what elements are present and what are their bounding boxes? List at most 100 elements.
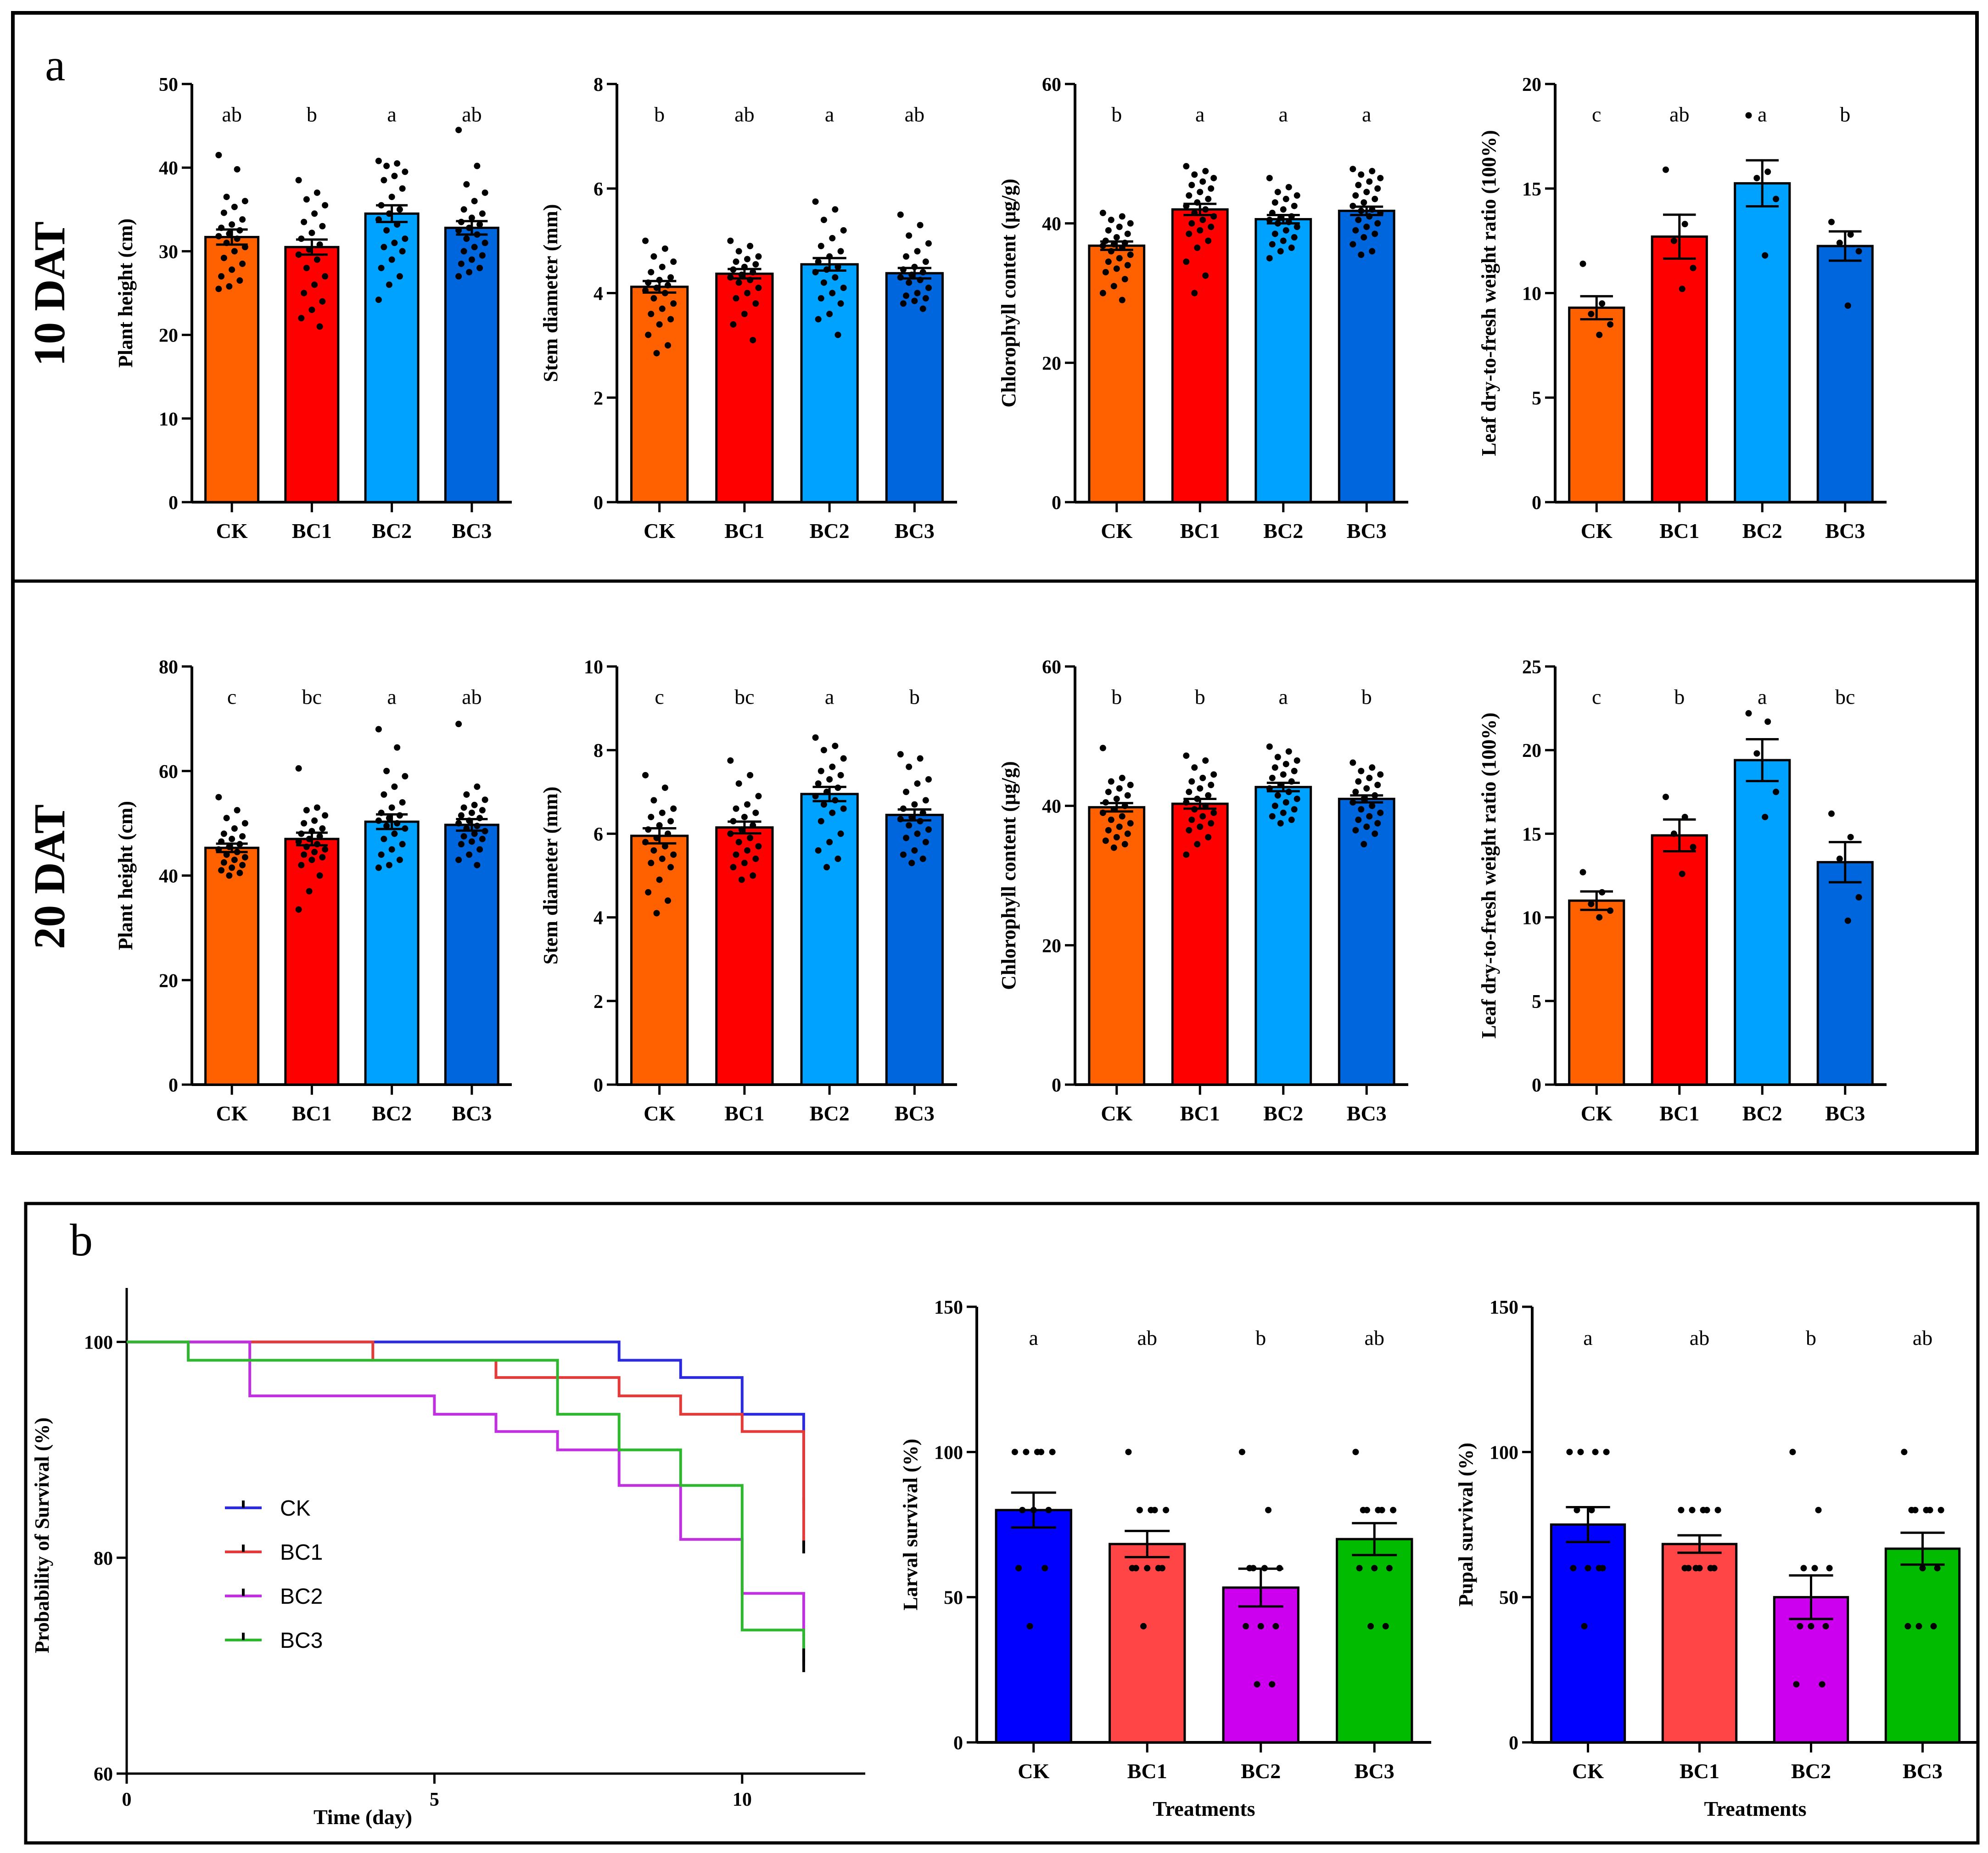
data-point (319, 854, 326, 861)
data-point (1113, 834, 1120, 840)
data-point (1282, 799, 1289, 806)
data-point (1116, 224, 1123, 230)
data-point (471, 830, 478, 837)
data-point (1163, 1506, 1170, 1513)
data-point (1377, 809, 1384, 816)
data-point (455, 273, 462, 280)
data-point (1243, 1623, 1249, 1629)
data-point (752, 856, 759, 862)
data-point (832, 274, 839, 281)
x-tick-label: BC3 (1825, 1102, 1865, 1125)
data-point (301, 290, 308, 297)
y-tick-label: 40 (159, 158, 178, 179)
data-point (1127, 220, 1134, 227)
data-point (1358, 171, 1365, 178)
data-point (1023, 1449, 1030, 1456)
chart-20dat-plant-height: 0 20 40 60 80 Plant height (cm) CK c BC1 bc BC2 a BC… (114, 657, 512, 1125)
significance-letter: ab (1365, 1326, 1384, 1349)
data-point (223, 815, 230, 822)
significance-letter: b (1111, 685, 1122, 708)
y-tick-label: 40 (1042, 796, 1061, 817)
significance-letter: ab (462, 102, 482, 126)
data-point (917, 222, 924, 229)
data-point (1355, 817, 1362, 823)
bar (715, 272, 774, 504)
data-point (215, 794, 222, 801)
data-point (818, 818, 824, 825)
data-point (236, 869, 243, 876)
data-point (383, 227, 390, 234)
data-point (1266, 255, 1273, 262)
significance-letter: c (227, 685, 236, 708)
y-tick-label: 60 (1042, 657, 1061, 678)
bar (444, 226, 499, 504)
data-point (914, 248, 921, 255)
y-tick-label: 6 (594, 179, 603, 200)
data-point (1186, 192, 1193, 199)
data-point (316, 323, 323, 330)
y-tick-label: 4 (594, 284, 603, 305)
data-point (322, 812, 329, 819)
data-point (482, 796, 488, 803)
bar (1222, 1586, 1299, 1744)
data-point (1374, 185, 1381, 192)
data-point (1855, 248, 1862, 255)
data-point (832, 206, 839, 213)
data-point (670, 300, 677, 307)
data-point (1183, 752, 1190, 759)
data-point (829, 809, 836, 816)
data-point (1596, 331, 1603, 338)
data-point (474, 862, 481, 868)
data-point (381, 244, 387, 251)
data-point (455, 857, 462, 863)
bar (364, 820, 420, 1086)
data-point (650, 797, 657, 804)
data-point (455, 820, 462, 827)
y-tick-label: 150 (934, 1297, 963, 1318)
data-point (375, 157, 382, 164)
survival-line-ck (127, 1340, 805, 1504)
y-tick-label: 10 (584, 657, 603, 678)
data-point (311, 281, 318, 288)
x-tick-label: BC3 (1903, 1759, 1943, 1783)
data-point (386, 281, 392, 288)
data-point (479, 807, 486, 814)
x-tick-label: BC3 (1825, 519, 1865, 543)
data-point (1148, 1506, 1154, 1513)
data-point (1277, 248, 1284, 255)
y-tick-label: 0 (594, 1075, 603, 1096)
data-point (1581, 1623, 1588, 1629)
x-tick-label: BC2 (1742, 1102, 1782, 1125)
data-point (460, 833, 467, 840)
data-point (463, 791, 470, 798)
x-tick-label: CK (216, 519, 248, 543)
data-point (298, 315, 305, 322)
data-point (922, 295, 929, 302)
data-point (826, 839, 833, 845)
data-point (837, 300, 844, 307)
data-point (1294, 795, 1300, 802)
data-point (458, 812, 465, 819)
data-point (1588, 311, 1595, 318)
data-point (1294, 224, 1300, 230)
data-point (295, 177, 302, 184)
data-point (1836, 240, 1843, 246)
data-point (733, 851, 739, 858)
data-point (1847, 231, 1854, 238)
data-point (1828, 218, 1835, 225)
data-point (1291, 767, 1298, 774)
data-point (1266, 217, 1273, 224)
bar (715, 826, 774, 1086)
x-tick-label: BC1 (292, 519, 332, 543)
data-point (653, 910, 660, 917)
data-point (1670, 237, 1677, 244)
significance-letter: c (1592, 102, 1601, 126)
data-point (471, 198, 478, 205)
data-point (1113, 265, 1120, 272)
data-point (394, 160, 401, 167)
data-point (239, 862, 246, 868)
data-point (375, 297, 382, 303)
data-point (750, 336, 756, 343)
bar (1773, 1596, 1849, 1744)
data-point (1372, 196, 1378, 202)
